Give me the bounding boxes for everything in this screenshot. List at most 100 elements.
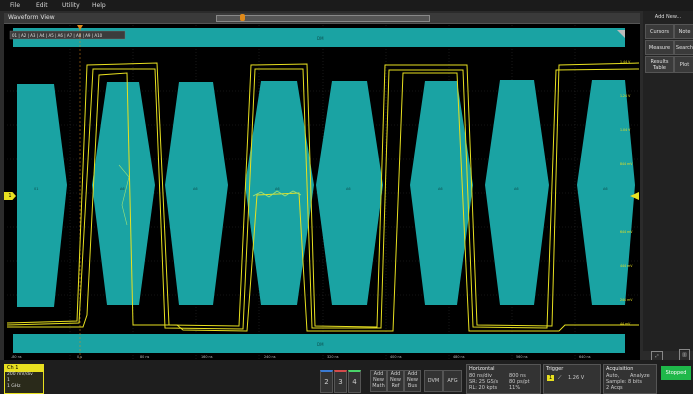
bus-bottom-packet-label: DM (317, 342, 324, 347)
trigger-badge[interactable]: Trigger 1 ⟋ 1.26 V (543, 364, 601, 394)
horizontal-title: Horizontal (469, 366, 495, 372)
trigger-title: Trigger (546, 366, 564, 372)
bus-top-packet-label: DM (317, 36, 324, 41)
channel-1-badge[interactable]: Ch 1 200 mV/div 1 1 GHz (4, 364, 44, 394)
waveform-plot[interactable]: DM DM 01 | A2 | A3 | A4 | A5 | A6 | A7 |… (7, 25, 639, 359)
bus-eye-diagrams (17, 80, 635, 307)
horizontal-scale: 80 ns/div (469, 373, 492, 379)
x-tick-label: 640 ns (579, 355, 591, 359)
bus-top-strip[interactable] (13, 28, 625, 47)
x-tick-label: 160 ns (201, 355, 213, 359)
cursors-button[interactable]: Cursors (645, 24, 674, 39)
bus-channel-labels-box (9, 30, 126, 40)
y-tick-label: 644 mV (620, 230, 633, 234)
x-tick-label: 80 ns (140, 355, 150, 359)
menu-utility[interactable]: Utility (62, 2, 80, 9)
note-button[interactable]: Note (674, 24, 693, 39)
eye-label: A6 (275, 187, 280, 191)
x-tick-label: -80 ns (11, 355, 22, 359)
eye-shape (316, 81, 383, 305)
x-tick-label: 400 ns (390, 355, 402, 359)
waveform-view-title: Waveform View (8, 14, 55, 21)
menu-file[interactable]: File (10, 2, 21, 9)
eye-label: 01 (34, 187, 38, 191)
trigger-edge-icon: ⟋ (558, 375, 562, 381)
waveform-trace (7, 72, 639, 332)
acquisition-title: Acquisition (606, 366, 634, 372)
channel-1-coupling: 1 (7, 378, 10, 383)
horizontal-record-length: RL: 20 kpts (469, 385, 498, 391)
horizontal-scrollbar[interactable] (216, 15, 430, 22)
menu-help[interactable]: Help (92, 2, 106, 9)
scrollbar-thumb[interactable] (240, 14, 245, 21)
y-axis-labels: 1.44 V 1.24 V 1.04 V 844 mV 644 mV 444 m… (620, 60, 633, 326)
add-new-title: Add New... (654, 14, 682, 20)
acquisition-count: 2 Acqs (606, 385, 623, 391)
run-stop-button[interactable]: Stopped (661, 366, 691, 380)
y-tick-label: 44 mV (620, 322, 631, 326)
x-tick-label: 320 ns (327, 355, 339, 359)
channel-1-name: Ch 1 (5, 365, 43, 372)
menu-bar: File Edit Utility Help (0, 0, 693, 11)
trigger-level-marker[interactable] (630, 192, 639, 200)
y-tick-label: 1.44 V (620, 60, 631, 64)
horizontal-percent: 11% (509, 385, 521, 391)
add-new-ref-button[interactable]: Add New Ref (387, 370, 404, 392)
channel-2-button[interactable]: 2 (320, 370, 333, 393)
trigger-source: 1 (547, 375, 555, 381)
waveform-trace (7, 62, 639, 328)
x-tick-label: 240 ns (264, 355, 276, 359)
glitch-trace (118, 164, 130, 226)
trigger-level: 1.26 V (568, 375, 585, 381)
corner-fold-icon (617, 30, 625, 38)
results-table-button[interactable]: Results Table (645, 56, 674, 73)
eye-shape (165, 82, 228, 305)
eye-label: A6 (346, 187, 351, 191)
channel-3-button[interactable]: 3 (334, 370, 347, 393)
plot-button[interactable]: Plot (674, 56, 693, 73)
horizontal-points: 80 ps/pt (509, 379, 530, 385)
eye-label: A6 (514, 187, 519, 191)
y-tick-label: 844 mV (620, 162, 633, 166)
horizontal-position: 800 ns (509, 373, 526, 379)
y-tick-label: 244 mV (620, 298, 633, 302)
menu-edit[interactable]: Edit (36, 2, 48, 9)
y-tick-label: 444 mV (620, 264, 633, 268)
channel-4-button[interactable]: 4 (348, 370, 361, 393)
glitch-trace (252, 190, 302, 198)
search-button[interactable]: Search (674, 40, 693, 55)
measure-button[interactable]: Measure (645, 40, 674, 55)
horizontal-sample-rate: SR: 25 GS/s (469, 379, 499, 385)
eye-label: A6 (193, 187, 198, 191)
y-tick-label: 1.04 V (620, 128, 631, 132)
x-tick-label: 0 s (77, 355, 82, 359)
dvm-button[interactable]: DVM (424, 370, 443, 392)
eye-shape (410, 81, 473, 305)
acquisition-sample: Sample: 8 bits (606, 379, 642, 385)
acquisition-analyze: Analyze (630, 373, 650, 379)
acquisition-badge[interactable]: Acquisition Auto, Analyze Sample: 8 bits… (603, 364, 657, 394)
trigger-position-marker[interactable] (77, 25, 83, 30)
bus-bottom-strip[interactable] (13, 334, 625, 353)
waveform-traces (7, 62, 639, 332)
eye-shape (485, 80, 549, 305)
afg-button[interactable]: AFG (443, 370, 462, 392)
add-new-math-button[interactable]: Add New Math (370, 370, 387, 392)
acquisition-mode: Auto, (606, 373, 620, 379)
horizontal-badge[interactable]: Horizontal 80 ns/div SR: 25 GS/s RL: 20 … (466, 364, 541, 394)
eye-shape (17, 84, 67, 307)
eye-label: A6 (603, 187, 608, 191)
channel-1-scale: 200 mV/div (7, 372, 33, 377)
x-axis-labels: -80 ns 0 s 80 ns 160 ns 240 ns 320 ns 40… (11, 355, 591, 359)
waveform-trace (7, 68, 639, 330)
y-tick-label: 1.24 V (620, 94, 631, 98)
eye-label: A6 (120, 187, 125, 191)
channel-1-bandwidth: 1 GHz (7, 384, 21, 389)
eye-label: A6 (438, 187, 443, 191)
add-new-bus-button[interactable]: Add New Bus (404, 370, 421, 392)
eye-shape (92, 82, 155, 305)
bus-channel-labels: 01 | A2 | A3 | A4 | A5 | A6 | A7 | A8 | … (12, 33, 103, 38)
x-tick-label: 480 ns (453, 355, 465, 359)
channel-1-level-marker[interactable]: 1 (4, 192, 16, 200)
eye-shape (577, 80, 635, 305)
